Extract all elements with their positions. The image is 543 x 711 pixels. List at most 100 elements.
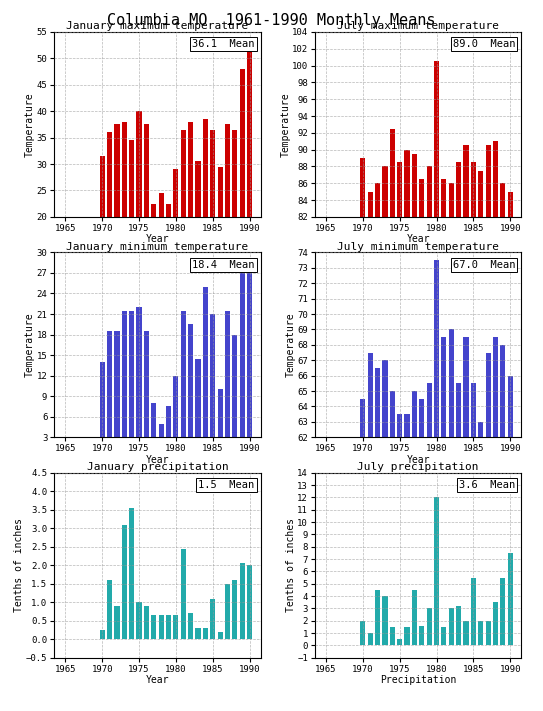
- X-axis label: Year: Year: [406, 454, 430, 464]
- Bar: [471, 162, 476, 217]
- Bar: [449, 609, 454, 646]
- Bar: [375, 590, 380, 646]
- Bar: [122, 311, 127, 437]
- Bar: [151, 615, 156, 639]
- Bar: [463, 146, 469, 217]
- Bar: [195, 161, 200, 217]
- Y-axis label: Temperature: Temperature: [25, 313, 35, 377]
- Bar: [456, 383, 461, 437]
- Bar: [382, 596, 388, 646]
- Title: January minimum temperature: January minimum temperature: [66, 242, 249, 252]
- Bar: [210, 314, 216, 437]
- Bar: [151, 403, 156, 437]
- Bar: [107, 132, 112, 217]
- Bar: [210, 129, 216, 217]
- Y-axis label: Temperature: Temperature: [286, 313, 296, 377]
- Bar: [225, 584, 230, 639]
- Bar: [463, 337, 469, 437]
- Bar: [173, 615, 179, 639]
- Title: July maximum temperature: July maximum temperature: [337, 21, 499, 31]
- Bar: [203, 628, 208, 639]
- Bar: [508, 192, 513, 217]
- Bar: [188, 324, 193, 437]
- Bar: [500, 577, 506, 646]
- Y-axis label: Tenths of inches: Tenths of inches: [286, 518, 296, 612]
- Title: January maximum temperature: January maximum temperature: [66, 21, 249, 31]
- Bar: [107, 580, 112, 639]
- Text: 3.6  Mean: 3.6 Mean: [459, 480, 515, 490]
- Bar: [195, 628, 200, 639]
- Bar: [478, 621, 483, 646]
- Bar: [456, 606, 461, 646]
- Bar: [166, 203, 171, 217]
- Bar: [478, 171, 483, 217]
- Bar: [173, 169, 179, 217]
- Bar: [136, 307, 142, 437]
- Bar: [500, 183, 506, 217]
- Bar: [397, 639, 402, 646]
- Text: Columbia MO  1961-1990 Monthly Means: Columbia MO 1961-1990 Monthly Means: [108, 13, 435, 28]
- Bar: [449, 183, 454, 217]
- Bar: [390, 627, 395, 646]
- Bar: [434, 260, 439, 437]
- Bar: [427, 166, 432, 217]
- X-axis label: Year: Year: [406, 234, 430, 244]
- Bar: [107, 331, 112, 437]
- Bar: [368, 353, 373, 437]
- Bar: [181, 129, 186, 217]
- Bar: [181, 549, 186, 639]
- Bar: [129, 311, 134, 437]
- Bar: [144, 124, 149, 217]
- Bar: [412, 154, 417, 217]
- Title: July precipitation: July precipitation: [357, 462, 479, 472]
- Bar: [218, 390, 223, 437]
- Bar: [463, 621, 469, 646]
- Bar: [188, 122, 193, 217]
- Bar: [188, 614, 193, 639]
- Text: 36.1  Mean: 36.1 Mean: [192, 39, 255, 49]
- Y-axis label: Tenths of inches: Tenths of inches: [15, 518, 24, 612]
- Bar: [441, 627, 446, 646]
- Bar: [427, 609, 432, 646]
- Bar: [360, 621, 365, 646]
- Bar: [232, 335, 237, 437]
- Bar: [225, 311, 230, 437]
- Bar: [375, 183, 380, 217]
- Bar: [412, 391, 417, 437]
- Bar: [382, 166, 388, 217]
- Text: 18.4  Mean: 18.4 Mean: [192, 260, 255, 269]
- Bar: [500, 345, 506, 437]
- Bar: [166, 407, 171, 437]
- Bar: [181, 311, 186, 437]
- Bar: [434, 498, 439, 646]
- Y-axis label: Temperature: Temperature: [281, 92, 291, 156]
- Bar: [405, 414, 409, 437]
- Bar: [247, 565, 252, 639]
- Bar: [122, 122, 127, 217]
- Bar: [485, 353, 491, 437]
- Bar: [115, 606, 119, 639]
- X-axis label: Year: Year: [146, 675, 169, 685]
- Bar: [99, 362, 105, 437]
- X-axis label: Year: Year: [146, 234, 169, 244]
- Bar: [247, 50, 252, 217]
- Text: 89.0  Mean: 89.0 Mean: [452, 39, 515, 49]
- Bar: [173, 375, 179, 437]
- Bar: [434, 61, 439, 217]
- Bar: [239, 266, 245, 437]
- Bar: [493, 141, 498, 217]
- Text: 67.0  Mean: 67.0 Mean: [452, 260, 515, 269]
- Bar: [115, 124, 119, 217]
- Bar: [390, 129, 395, 217]
- Bar: [144, 606, 149, 639]
- X-axis label: Year: Year: [146, 454, 169, 464]
- Bar: [471, 577, 476, 646]
- Bar: [419, 399, 425, 437]
- Bar: [493, 602, 498, 646]
- Bar: [397, 162, 402, 217]
- Bar: [239, 69, 245, 217]
- Bar: [166, 615, 171, 639]
- Bar: [159, 193, 164, 217]
- Bar: [412, 590, 417, 646]
- Bar: [360, 158, 365, 217]
